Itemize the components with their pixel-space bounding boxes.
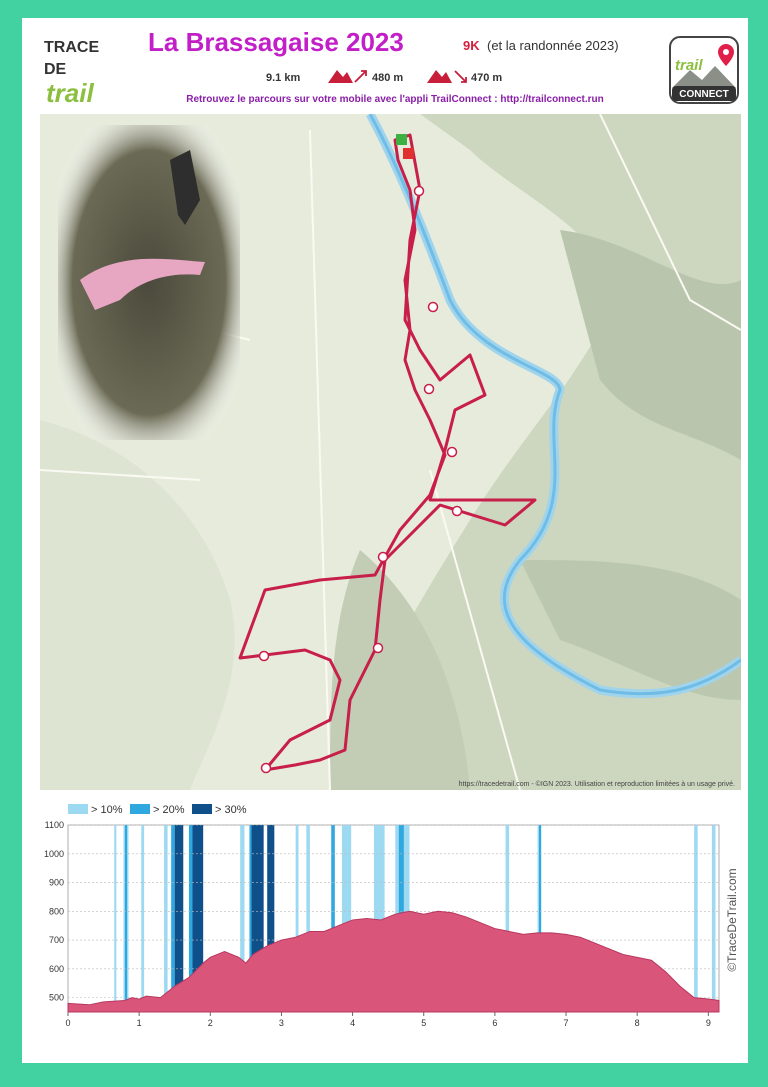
y-tick-label: 800: [49, 906, 64, 916]
app-logo-text: CONNECT: [679, 89, 728, 100]
slope-band: [711, 825, 716, 1012]
slope-band: [188, 825, 193, 1012]
climb-icon: [328, 70, 367, 83]
stat-ascent: 480 m: [372, 72, 403, 84]
slope-band: [192, 825, 204, 1012]
x-tick-label: 4: [350, 1018, 355, 1028]
photo-figure: [80, 258, 205, 310]
legend-label: > 30%: [215, 804, 247, 816]
stat-distance: 9.1 km: [266, 72, 300, 84]
y-tick-label: 1100: [45, 820, 64, 830]
map: [40, 114, 741, 790]
watermark: ©TraceDeTrail.com: [725, 868, 739, 971]
legend-label: > 20%: [153, 804, 185, 816]
slope-band: [295, 825, 299, 1012]
x-tick-label: 1: [137, 1018, 142, 1028]
map-attribution: https://tracedetrail.com - ©IGN 2023. Ut…: [459, 780, 735, 788]
slope-band: [174, 825, 184, 1012]
logo-text: trail: [46, 78, 94, 108]
logo-text: DE: [44, 61, 67, 78]
legend-swatch: [192, 804, 212, 814]
y-tick-label: 900: [49, 878, 64, 888]
subtitle: (et la randonnée 2023): [487, 38, 619, 53]
slope-band: [306, 825, 310, 1012]
y-tick-label: 500: [49, 993, 64, 1003]
x-tick-label: 6: [492, 1018, 497, 1028]
slope-band: [267, 825, 275, 1012]
x-tick-label: 3: [279, 1018, 284, 1028]
y-tick-label: 600: [49, 964, 64, 974]
slope-band: [124, 825, 128, 1012]
slope-band: [114, 825, 117, 1012]
descent-icon: [427, 70, 467, 83]
x-tick-label: 2: [208, 1018, 213, 1028]
slope-band: [538, 825, 542, 1012]
x-tick-label: 0: [65, 1018, 70, 1028]
elevation-area: [67, 910, 720, 1013]
legend-label: > 10%: [91, 804, 123, 816]
x-tick-label: 8: [635, 1018, 640, 1028]
slope-band: [240, 825, 245, 1012]
slope-band: [505, 825, 510, 1012]
slope-band: [249, 825, 253, 1012]
trailconnect-logo: trail CONNECT: [669, 36, 739, 104]
slope-band: [331, 825, 335, 1012]
logo-text: TRACE: [44, 39, 99, 56]
x-tick-label: 7: [564, 1018, 569, 1028]
x-tick-label: 5: [421, 1018, 426, 1028]
y-tick-label: 700: [49, 935, 64, 945]
stat-descent: 470 m: [471, 72, 502, 84]
legend-swatch: [68, 804, 88, 814]
slope-band: [341, 825, 352, 1012]
slope-band: [164, 825, 168, 1012]
slope-band: [171, 825, 175, 1012]
logo-trace-de-trail: TRACE DE trail: [44, 39, 99, 108]
elevation-profile: > 10% > 20% > 30% 500 600 700 800 900 1000 1100 0 1…: [44, 804, 720, 1028]
x-tick-label: 9: [706, 1018, 711, 1028]
distance-tag: 9K: [463, 38, 480, 53]
legend-swatch: [130, 804, 150, 814]
app-logo-text: trail: [675, 57, 703, 74]
slope-band: [373, 825, 385, 1012]
photo-figure: [170, 150, 200, 225]
slope-band: [141, 825, 145, 1012]
title: La Brassagaise 2023: [148, 27, 404, 57]
y-tick-label: 1000: [44, 849, 64, 859]
slope-band: [694, 825, 698, 1012]
app-line: Retrouvez le parcours sur votre mobile a…: [186, 94, 603, 105]
